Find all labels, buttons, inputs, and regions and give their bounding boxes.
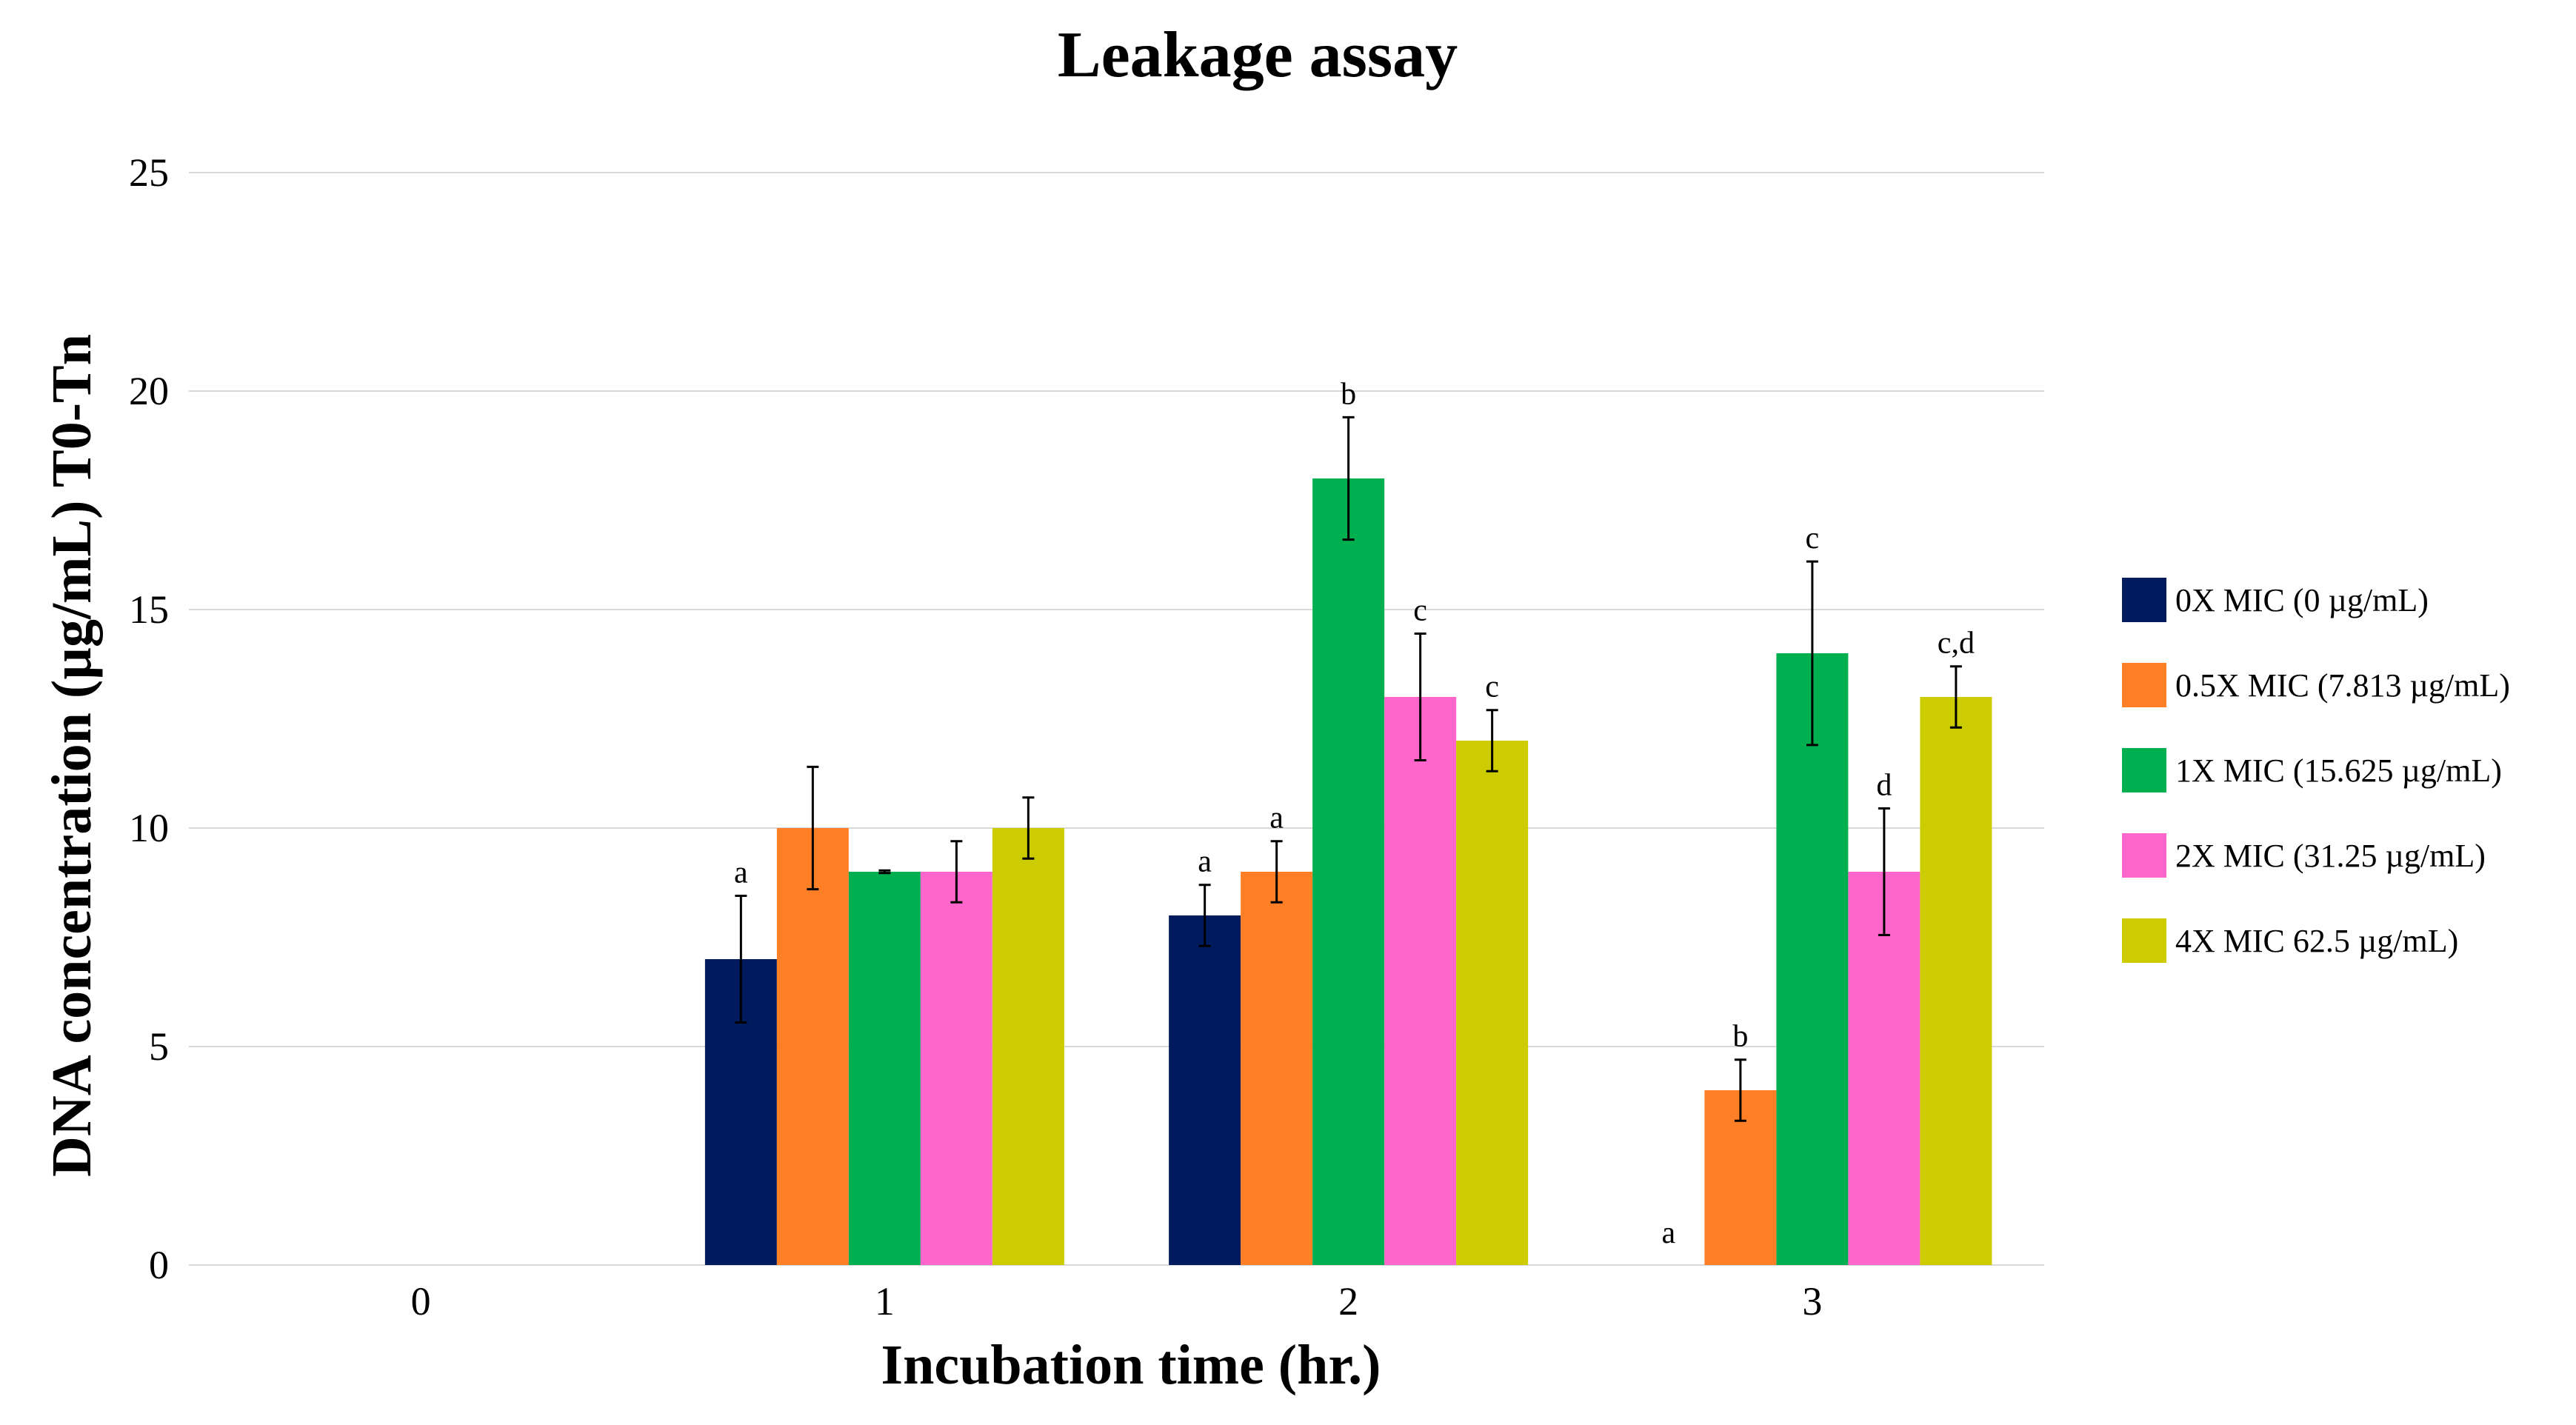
bar-4x-t3 [1920, 697, 1992, 1265]
bar-0.5x-t1 [776, 828, 849, 1265]
x-tick-label: 2 [1338, 1279, 1358, 1324]
x-axis-title: Incubation time (hr.) [881, 1334, 1381, 1396]
error-bar [1342, 416, 1355, 541]
legend-swatch [2122, 833, 2166, 878]
bar-0x-t2 [1169, 915, 1241, 1265]
bar-0.5x-t2 [1241, 872, 1313, 1265]
bar-1x-t1 [848, 872, 921, 1265]
legend-swatch [2122, 578, 2166, 622]
significance-label: a [734, 855, 748, 890]
bar-4x-t1 [992, 828, 1064, 1265]
y-tick-label: 25 [129, 150, 169, 195]
bar-2x-t1 [920, 872, 992, 1265]
legend-label: 0X MIC (0 µg/mL) [2175, 582, 2429, 618]
legend-swatch [2122, 918, 2166, 963]
x-tick-labels: 0 1 2 3 [411, 1279, 1823, 1324]
y-tick-labels: 0 5 10 15 20 25 [129, 150, 169, 1287]
legend-item: 0X MIC (0 µg/mL) [2122, 578, 2429, 622]
legend-label: 2X MIC (31.25 µg/mL) [2175, 838, 2486, 874]
error-bar [950, 840, 963, 904]
bar-1x-t3 [1776, 653, 1849, 1265]
significance-label: c [1413, 593, 1427, 627]
legend: 0X MIC (0 µg/mL) 0.5X MIC (7.813 µg/mL) 1X… [2122, 578, 2510, 963]
significance-label: d [1876, 768, 1892, 802]
bar-1x-t2 [1312, 478, 1385, 1265]
chart-title: Leakage assay [1058, 19, 1458, 91]
error-bar [1198, 884, 1211, 947]
error-bar [1949, 665, 1962, 729]
significance-label: a [1662, 1216, 1676, 1250]
error-bar [1734, 1058, 1746, 1122]
bars [704, 478, 1992, 1265]
error-bar [735, 894, 747, 1024]
significance-label: c,d [1938, 627, 1975, 661]
y-tick-label: 20 [129, 369, 169, 413]
significance-label: c [1485, 670, 1499, 704]
bar-2x-t2 [1384, 697, 1457, 1265]
legend-label: 1X MIC (15.625 µg/mL) [2175, 752, 2502, 789]
y-tick-label: 5 [149, 1024, 169, 1069]
error-bar [1414, 632, 1427, 762]
y-tick-label: 0 [149, 1243, 169, 1287]
y-axis-title: DNA concentration (µg/mL) T0-Tn [41, 334, 103, 1177]
error-bar [1270, 840, 1283, 904]
significance-labels: a a a b c c a b c d c,d [734, 377, 1975, 1250]
x-tick-label: 0 [411, 1279, 431, 1324]
error-bars [735, 416, 1962, 1122]
legend-swatch [2122, 663, 2166, 707]
error-bar [878, 869, 891, 875]
bar-4x-t2 [1456, 741, 1529, 1265]
x-tick-label: 3 [1802, 1279, 1822, 1324]
significance-label: b [1732, 1020, 1748, 1054]
y-tick-label: 10 [129, 806, 169, 850]
significance-label: c [1806, 521, 1820, 555]
legend-label: 4X MIC 62.5 µg/mL) [2175, 923, 2458, 959]
bar-2x-t3 [1848, 872, 1921, 1265]
error-bar [1806, 560, 1818, 747]
error-bar [1878, 807, 1890, 937]
error-bar [807, 765, 819, 891]
y-tick-label: 15 [129, 587, 169, 632]
legend-item: 2X MIC (31.25 µg/mL) [2122, 833, 2486, 878]
legend-item: 0.5X MIC (7.813 µg/mL) [2122, 663, 2510, 707]
significance-label: b [1341, 377, 1356, 411]
legend-item: 1X MIC (15.625 µg/mL) [2122, 748, 2502, 792]
x-tick-label: 1 [875, 1279, 895, 1324]
error-bar [1486, 709, 1498, 772]
error-bar [1022, 796, 1035, 860]
legend-swatch [2122, 748, 2166, 792]
legend-label: 0.5X MIC (7.813 µg/mL) [2175, 667, 2510, 704]
legend-item: 4X MIC 62.5 µg/mL) [2122, 918, 2458, 963]
significance-label: a [1269, 801, 1284, 835]
significance-label: a [1198, 845, 1212, 879]
